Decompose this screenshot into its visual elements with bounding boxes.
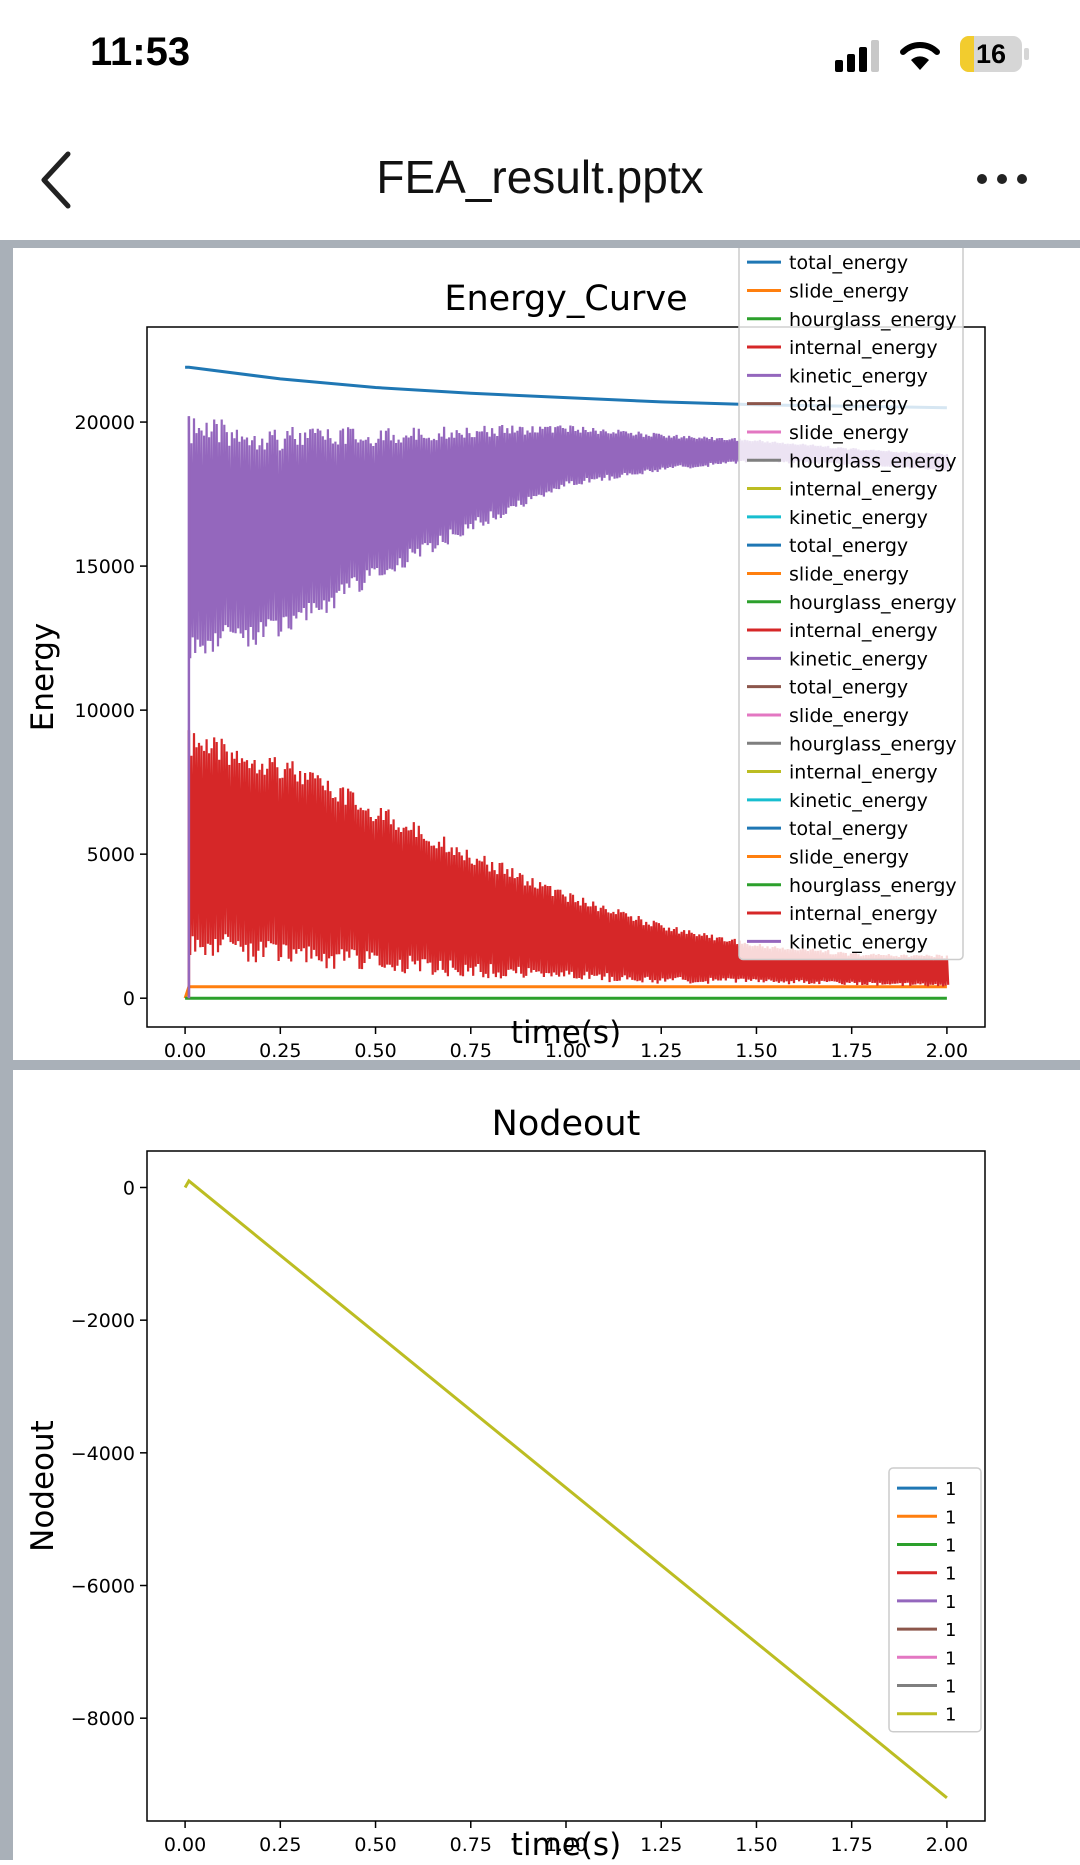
wifi-icon <box>900 41 940 70</box>
chart0-legend-label: total_energy <box>789 535 908 557</box>
more-options-button[interactable] <box>975 172 1029 186</box>
chart0-x-tick-label: 1.50 <box>735 1040 777 1060</box>
chart1-legend-label: 1 <box>945 1536 956 1557</box>
page-title: FEA_result.pptx <box>376 151 704 203</box>
chart0-legend-label: kinetic_energy <box>789 931 928 953</box>
chart1-x-axis-label: time(s) <box>511 1827 621 1860</box>
chart0-title: Energy_Curve <box>444 279 687 319</box>
chart1-x-tick-label: 0.25 <box>259 1834 301 1856</box>
battery-cap <box>1024 48 1029 60</box>
chart1-x-tick-label: 1.00 <box>545 1834 587 1856</box>
chart1-x-tick-label: 0.00 <box>164 1834 206 1856</box>
chart0-legend-label: kinetic_energy <box>789 648 928 670</box>
back-button[interactable] <box>38 150 78 210</box>
chart1-y-tick-label: −6000 <box>71 1576 135 1598</box>
chart1-y-tick-label: 0 <box>123 1177 135 1199</box>
slide-1[interactable]: 0.00 0.25 0.50 0.75 1.00 1.25 1.50 1.75 2.00 0 500… <box>13 241 1080 1062</box>
chart0-legend-label: internal_energy <box>789 479 938 501</box>
chart0-legend-label: slide_energy <box>789 705 909 727</box>
chart0-x-tick-label: 1.75 <box>831 1040 873 1060</box>
chart1-legend-label: 1 <box>945 1648 956 1669</box>
battery-icon: 16 <box>960 36 1022 72</box>
chart0-legend-label: slide_energy <box>789 422 909 444</box>
nodeout-chart: 0.00 0.25 0.50 0.75 1.00 1.25 1.50 1.75 2.00 0 −20… <box>25 1104 986 1863</box>
slides-viewer[interactable]: 0.00 0.25 0.50 0.75 1.00 1.25 1.50 1.75 2.00 0 500… <box>0 240 1080 1863</box>
chart1-y-tick-label: −4000 <box>71 1443 135 1465</box>
status-bar: 11:53 16 <box>0 0 1080 110</box>
chart0-legend-label: internal_energy <box>789 903 938 925</box>
chart0-legend-label: slide_energy <box>789 846 909 868</box>
chart1-x-tick-label: 0.50 <box>354 1834 396 1856</box>
slide-2[interactable]: 0.00 0.25 0.50 0.75 1.00 1.25 1.50 1.75 2.00 0 −20… <box>13 1070 1080 1863</box>
chart0-legend-label: hourglass_energy <box>789 733 957 755</box>
chart0-y-tick-label: 10000 <box>75 700 135 722</box>
chart1-legend-label: 1 <box>945 1564 956 1585</box>
chart0-x-tick-label: 0.00 <box>164 1040 206 1060</box>
chart0-x-tick-label: 0.75 <box>450 1040 492 1060</box>
chart1-x-tick-label: 0.75 <box>450 1834 492 1856</box>
chart0-legend-label: hourglass_energy <box>789 592 957 614</box>
chart1-y-tick-label: −2000 <box>71 1310 135 1332</box>
chart1-legend-label: 1 <box>945 1507 956 1528</box>
chart0-legend-label: slide_energy <box>789 280 909 302</box>
chart1-legend-label: 1 <box>945 1705 956 1726</box>
signal-icon <box>835 40 879 72</box>
chart0-legend-label: hourglass_energy <box>789 309 957 331</box>
chart0-y-tick-label: 20000 <box>75 412 135 434</box>
chart0-legend-label: hourglass_energy <box>789 450 957 472</box>
chart0-x-tick-label: 2.00 <box>926 1040 968 1060</box>
chart1-legend-label: 1 <box>945 1677 956 1698</box>
chart0-y-tick-label: 15000 <box>75 556 135 578</box>
chart1-legend-label: 1 <box>945 1592 956 1613</box>
chart0-legend-label: kinetic_energy <box>789 790 928 812</box>
chart0-legend-label: kinetic_energy <box>789 507 928 529</box>
status-time: 11:53 <box>90 30 191 74</box>
chart0-legend-label: hourglass_energy <box>789 875 957 897</box>
chart1-legend-label: 1 <box>945 1620 956 1641</box>
chart0-legend-label: total_energy <box>789 394 908 416</box>
chart0-legend-label: internal_energy <box>789 337 938 359</box>
chart0-y-axis-label: Energy <box>25 623 61 732</box>
chart0-legend-label: slide_energy <box>789 563 909 585</box>
chart0-x-tick-label: 0.25 <box>259 1040 301 1060</box>
chart1-y-axis-label: Nodeout <box>25 1420 61 1552</box>
chart1-legend-label: 1 <box>945 1479 956 1500</box>
chart0-x-axis-label: time(s) <box>511 1015 621 1051</box>
chart1-y-tick-label: −8000 <box>71 1708 135 1730</box>
chart0-x-tick-label: 1.00 <box>545 1040 587 1060</box>
chart0-legend-label: internal_energy <box>789 620 938 642</box>
chart1-x-tick-label: 2.00 <box>926 1834 968 1856</box>
nav-bar: FEA_result.pptx <box>0 110 1080 240</box>
chart1-x-tick-label: 1.50 <box>735 1834 777 1856</box>
chart1-series-1 <box>183 1178 948 1799</box>
chart1-x-tick-label: 1.25 <box>640 1834 682 1856</box>
chart0-legend-label: total_energy <box>789 252 908 274</box>
chart0-legend-label: internal_energy <box>789 762 938 784</box>
chart0-y-tick-label: 0 <box>123 988 135 1010</box>
chart0-x-tick-label: 1.25 <box>640 1040 682 1060</box>
battery-level: 16 <box>975 39 1007 69</box>
chart0-legend-label: total_energy <box>789 677 908 699</box>
chart1-x-tick-label: 1.75 <box>831 1834 873 1856</box>
chart0-legend-label: total_energy <box>789 818 908 840</box>
energy-curve-chart: 0.00 0.25 0.50 0.75 1.00 1.25 1.50 1.75 2.00 0 500… <box>25 241 986 1062</box>
chart0-x-tick-label: 0.50 <box>354 1040 396 1060</box>
chart0-y-tick-label: 5000 <box>87 844 135 866</box>
chart0-legend-label: kinetic_energy <box>789 365 928 387</box>
chart1-title: Nodeout <box>492 1104 641 1144</box>
chart0-series-internal_energy-band <box>187 730 950 987</box>
